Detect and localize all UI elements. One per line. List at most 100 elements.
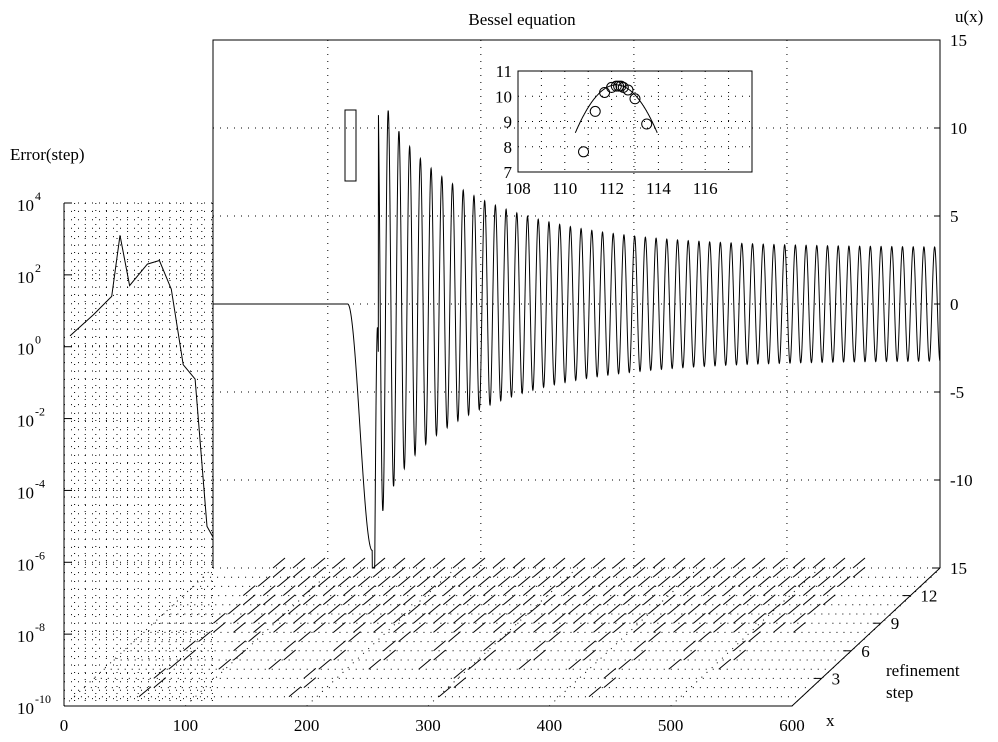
refine-segment xyxy=(553,612,566,624)
refine-segment xyxy=(368,658,382,670)
refine-segment xyxy=(702,585,716,596)
refine-segment xyxy=(302,585,316,596)
refine-segment xyxy=(473,612,486,624)
refine-segment xyxy=(733,612,746,624)
refine-segment xyxy=(793,612,806,624)
error-tick-exponent: -2 xyxy=(35,405,45,419)
refine-segment xyxy=(353,622,366,633)
refine-segment xyxy=(757,576,771,587)
refine-segment xyxy=(753,622,766,633)
refine-segment xyxy=(303,677,317,688)
inset-xtick-label: 116 xyxy=(693,179,718,198)
refine-segment xyxy=(697,576,711,587)
x-tick-label: 600 xyxy=(779,716,805,735)
refine-segment xyxy=(342,594,356,606)
refine-segment xyxy=(688,603,701,615)
refine-segment xyxy=(533,640,546,652)
refine-segment xyxy=(288,686,302,698)
main-ytick-label: 5 xyxy=(950,207,959,226)
refine-segment xyxy=(468,603,481,615)
refine-segment xyxy=(762,585,776,596)
refine-segment xyxy=(588,686,602,698)
refine-segment xyxy=(332,557,346,569)
refine-segment xyxy=(722,594,736,606)
error-tick-exponent: -8 xyxy=(35,620,45,634)
refine-segment xyxy=(248,603,261,615)
refine-segment xyxy=(633,649,646,661)
refine-segment xyxy=(483,640,496,652)
refine-segment xyxy=(752,566,766,578)
refine-segment xyxy=(788,603,801,615)
refine-segment xyxy=(388,603,401,615)
refine-segment xyxy=(592,566,606,578)
refine-segment xyxy=(732,557,746,569)
refine-segment xyxy=(533,649,546,661)
refine-segment xyxy=(472,566,486,578)
refine-segment xyxy=(533,622,546,633)
refine-segment xyxy=(437,576,451,587)
refine-segment xyxy=(333,612,346,624)
refine-segment xyxy=(557,576,571,587)
refine-segment xyxy=(653,622,666,633)
refine-segment xyxy=(573,622,586,633)
refine-segment xyxy=(683,649,696,661)
refine-segment xyxy=(652,566,666,578)
refine-segment xyxy=(273,622,286,633)
refine-segment xyxy=(512,566,526,578)
error-tick-label: 10 xyxy=(17,699,34,718)
main-ytick-label: 15 xyxy=(950,31,967,50)
refine-segment xyxy=(322,585,336,596)
refine-segment xyxy=(432,557,446,569)
refine-segment xyxy=(492,566,506,578)
refine-segment xyxy=(213,622,226,633)
refine-segment xyxy=(522,585,536,596)
refine-segment xyxy=(402,585,416,596)
refine-segment xyxy=(473,622,486,633)
refine-segment xyxy=(837,576,851,587)
refine-segment xyxy=(792,566,806,578)
refine-segment xyxy=(328,603,341,615)
refine-segment xyxy=(622,585,636,596)
refine-segment xyxy=(288,603,301,615)
refine-segment xyxy=(602,585,616,596)
refine-segment xyxy=(582,585,596,596)
refine-segment xyxy=(282,585,296,596)
refine-segment xyxy=(712,557,726,569)
inset-xtick-label: 114 xyxy=(646,179,671,198)
refine-segment xyxy=(248,631,261,642)
refine-segment xyxy=(233,649,246,661)
refine-segment xyxy=(272,566,286,578)
x-axis-label: x xyxy=(826,711,835,730)
refine-segment xyxy=(253,612,266,624)
refine-segment xyxy=(682,585,696,596)
refine-segment xyxy=(717,576,731,587)
refine-segment xyxy=(672,557,686,569)
floor-edge xyxy=(64,567,941,707)
refine-segment xyxy=(852,557,866,569)
refine-segment xyxy=(442,594,456,606)
refine-segment xyxy=(382,585,396,596)
refine-segment xyxy=(642,594,656,606)
refine-segment xyxy=(702,594,716,606)
refine-segment xyxy=(562,585,576,596)
refine-segment xyxy=(413,612,426,624)
refine-segment xyxy=(273,612,286,624)
refine-segment xyxy=(242,594,256,606)
inset-point xyxy=(629,93,641,105)
main-ytick-label: 0 xyxy=(950,295,959,314)
refine-segment xyxy=(662,585,676,596)
refine-segment xyxy=(322,594,336,606)
refine-segment xyxy=(693,612,706,624)
refine-segment xyxy=(533,612,546,624)
refine-segment xyxy=(698,631,711,642)
refine-segment xyxy=(393,612,406,624)
refine-segment xyxy=(493,622,506,633)
refine-segment xyxy=(712,566,726,578)
x-tick-label: 200 xyxy=(294,716,320,735)
x-tick-label: 0 xyxy=(60,716,69,735)
refine-segment xyxy=(422,594,436,606)
refine-segment xyxy=(488,603,501,615)
refine-segment xyxy=(733,622,746,633)
refine-segment xyxy=(577,576,591,587)
refine-segment xyxy=(457,576,471,587)
